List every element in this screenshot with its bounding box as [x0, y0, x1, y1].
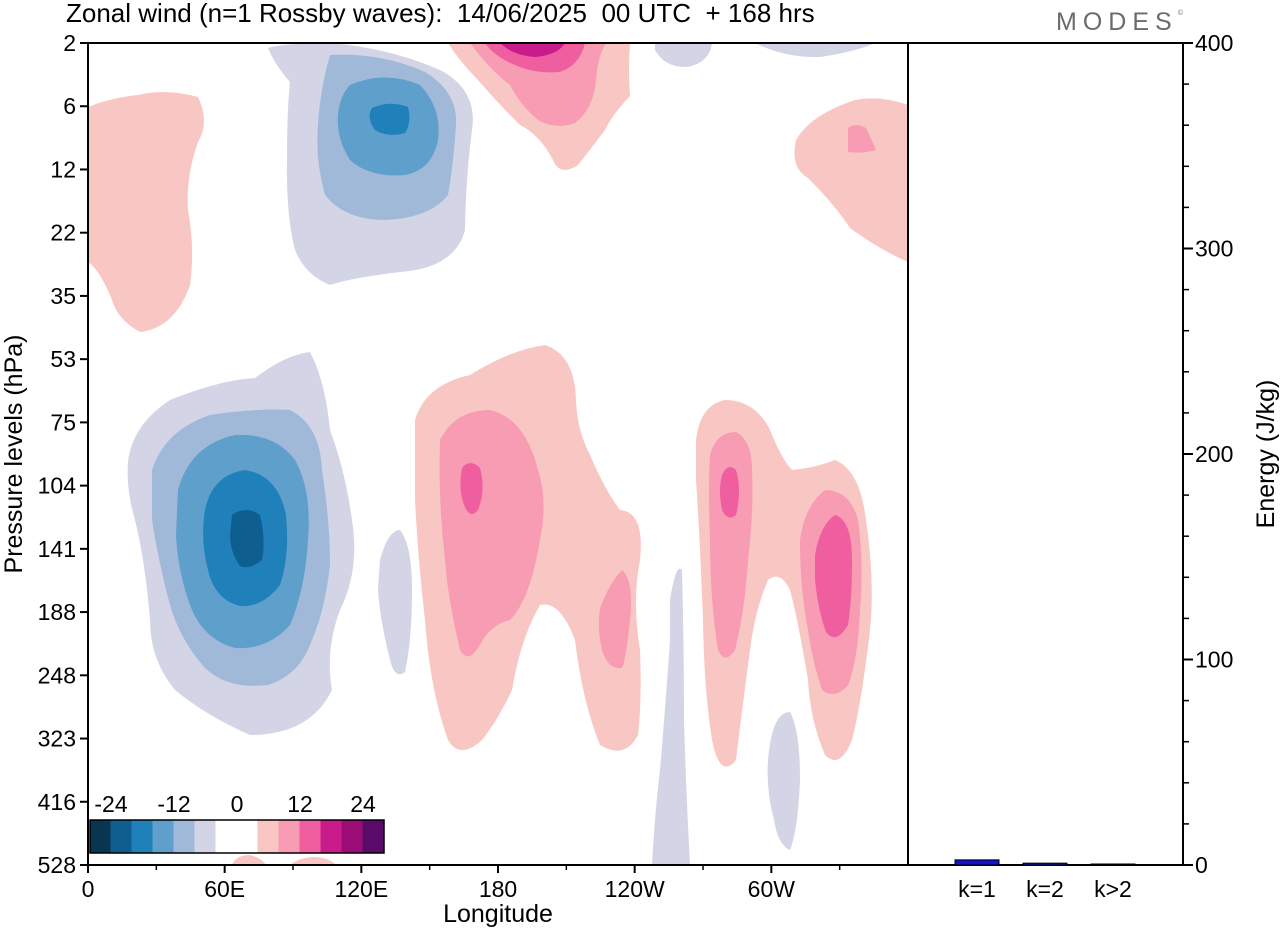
energy-category-label: k=1 — [958, 876, 996, 902]
energy-tick-label: 100 — [1195, 647, 1233, 673]
modes-logo: MODES© — [1056, 8, 1183, 37]
y-tick-label: 12 — [50, 156, 76, 182]
contour-negative-level4 — [369, 103, 410, 135]
colorbar-label: 24 — [350, 791, 376, 817]
energy-tick-label: 200 — [1195, 441, 1233, 467]
colorbar-swatch — [173, 819, 196, 854]
y-tick-label: 528 — [38, 852, 76, 878]
energy-bar — [954, 859, 1000, 866]
y-tick-label: 2 — [63, 30, 76, 56]
colorbar-label: -12 — [157, 791, 190, 817]
colorbar-swatch — [131, 819, 154, 854]
colorbar-label: 12 — [287, 791, 313, 817]
contour-negative-level1 — [767, 712, 800, 850]
energy-axis-title: Energy (J/kg) — [1252, 380, 1280, 529]
colorbar-swatch — [215, 819, 238, 854]
y-tick-label: 416 — [38, 789, 76, 815]
colorbar-swatch — [341, 819, 364, 854]
contour-negative-level1 — [755, 43, 875, 58]
wind-contour-field — [88, 43, 908, 865]
y-tick-label: 141 — [38, 536, 76, 562]
modes-logo-text: MODES — [1056, 8, 1178, 36]
x-axis-title: Longitude — [443, 900, 553, 928]
colorbar-swatch — [299, 819, 322, 854]
pressure-axis: 2 6 12 22 35 53 75 104 141 188 248 323 416 528 — [38, 30, 88, 878]
contour-positive-level3 — [720, 466, 739, 518]
contour-positive-level2 — [709, 432, 753, 658]
energy-tick-label: 0 — [1195, 852, 1208, 878]
copyright-mark: © — [1177, 10, 1183, 17]
colorbar-legend: -24 -12 0 12 24 — [89, 791, 385, 854]
colorbar-swatch — [257, 819, 280, 854]
colorbar-label: -24 — [94, 791, 127, 817]
contour-positive-level1 — [88, 91, 204, 332]
contour-negative-level5 — [230, 510, 264, 568]
y-tick-label: 323 — [38, 726, 76, 752]
y-tick-label: 248 — [38, 662, 76, 688]
contour-negative-level1 — [378, 530, 412, 675]
colorbar-swatch — [320, 819, 343, 854]
energy-category-label: k>2 — [1094, 876, 1132, 902]
contour-positive-level1 — [232, 855, 266, 865]
colorbar-swatch — [278, 819, 301, 854]
x-tick-label: 0 — [82, 876, 95, 902]
colorbar-swatch — [152, 819, 175, 854]
colorbar-frame — [89, 819, 385, 854]
x-tick-label: 180 — [479, 876, 517, 902]
contour-positive-level3 — [460, 463, 483, 514]
y-tick-label: 75 — [50, 409, 76, 435]
colorbar-swatch — [110, 819, 133, 854]
x-tick-label: 60W — [748, 876, 796, 902]
energy-bar — [1090, 863, 1136, 866]
contour-positive-level2 — [848, 125, 876, 153]
x-tick-label: 60E — [204, 876, 245, 902]
energy-plot-frame — [907, 42, 1184, 866]
wavenumber-labels: k=1 k=2 k>2 — [958, 876, 1132, 902]
longitude-axis: 0 60E 120E 180 120W 60W — [82, 865, 841, 902]
energy-category-label: k=2 — [1026, 876, 1064, 902]
energy-tick-label: 300 — [1195, 236, 1233, 262]
contour-positive-level3 — [485, 43, 585, 73]
energy-bars — [954, 859, 1136, 866]
colorbar-label: 0 — [231, 791, 244, 817]
contour-negative-level1 — [655, 43, 712, 68]
contour-positive-level3 — [815, 515, 852, 638]
contour-positive-level1 — [290, 857, 336, 865]
colorbar-swatch — [89, 819, 112, 854]
y-tick-label: 188 — [38, 599, 76, 625]
contour-negative-level1 — [652, 568, 690, 865]
x-tick-label: 120W — [605, 876, 665, 902]
y-axis-title: Pressure levels (hPa) — [0, 335, 28, 574]
colorbar-swatch — [194, 819, 217, 854]
y-tick-label: 35 — [50, 283, 76, 309]
contour-positive-level2 — [598, 570, 631, 669]
y-tick-label: 53 — [50, 346, 76, 372]
contour-positive-level1 — [794, 98, 908, 262]
energy-axis: 0 100 200 300 400 — [1183, 30, 1233, 878]
colorbar-swatch — [362, 819, 385, 854]
energy-tick-label: 400 — [1195, 30, 1233, 56]
chart-title: Zonal wind (n=1 Rossby waves): 14/06/202… — [66, 0, 815, 28]
y-tick-label: 104 — [38, 473, 77, 499]
energy-bar — [1022, 862, 1068, 866]
y-tick-label: 6 — [63, 93, 76, 119]
colorbar-swatch — [236, 819, 259, 854]
x-tick-label: 120E — [334, 876, 388, 902]
y-tick-label: 22 — [50, 220, 76, 246]
contour-positive-level4 — [500, 43, 565, 57]
